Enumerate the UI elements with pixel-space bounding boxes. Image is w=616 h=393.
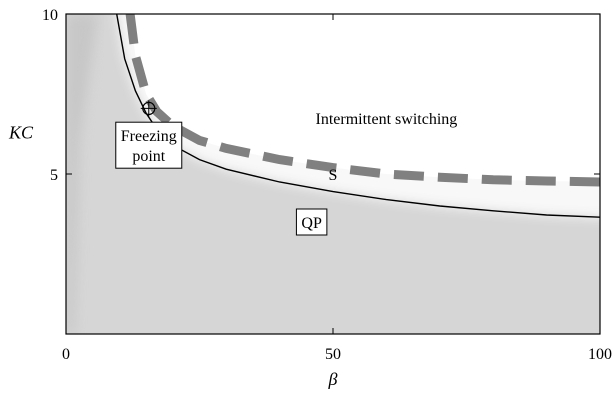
annotation-text: point — [132, 148, 165, 165]
y-tick-label: 5 — [50, 167, 58, 184]
switching-region — [130, 14, 600, 182]
x-tick-label: 100 — [588, 346, 612, 363]
y-tick-label: 10 — [42, 7, 58, 24]
x-tick-label: 0 — [62, 346, 70, 363]
annotation-s: S — [329, 167, 338, 184]
solid-boundary-curve — [116, 14, 600, 218]
annotations: Intermittent switching S QP Freezing point — [115, 111, 458, 236]
y-axis-label: KC — [8, 122, 34, 142]
axis-ticks — [65, 13, 601, 334]
annotation-box — [295, 208, 328, 236]
annotation-qp: QP — [295, 208, 328, 236]
freezing-point-marker — [140, 100, 157, 117]
x-tick-label: 50 — [325, 346, 341, 363]
annotation-text: Freezing — [121, 128, 177, 145]
left-edge-shade — [66, 14, 99, 334]
annotation-text: S — [329, 167, 338, 184]
annotation-box — [115, 121, 183, 169]
x-axis-label: β — [328, 369, 338, 389]
annotation-freezing: Freezing point — [115, 121, 183, 169]
annotation-intermittent: Intermittent switching — [316, 111, 458, 128]
tick-labels: 0 50 100 5 10 — [42, 7, 612, 363]
dashed-boundary-curve — [125, 14, 600, 187]
annotation-text: Intermittent switching — [316, 111, 458, 128]
annotation-text: QP — [301, 215, 322, 232]
